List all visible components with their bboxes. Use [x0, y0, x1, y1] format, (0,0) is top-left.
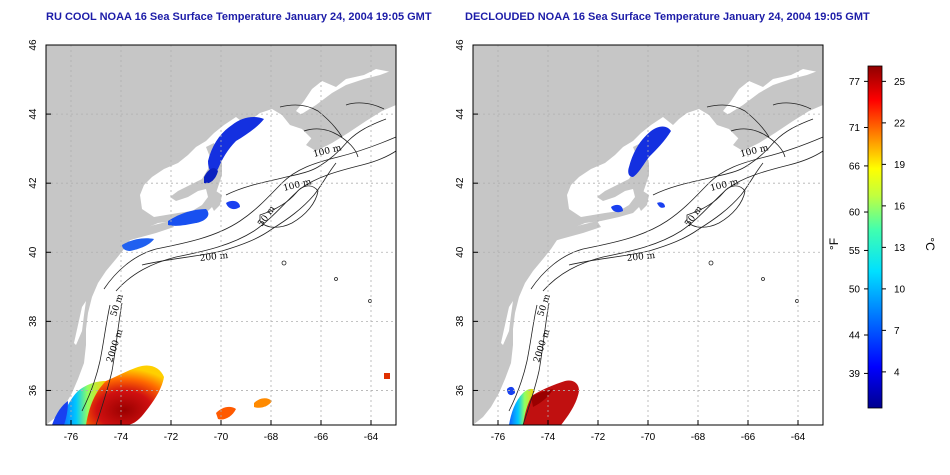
- lat-tick-label: 46: [455, 39, 466, 51]
- fahrenheit-tick-label: 71: [849, 123, 861, 134]
- right-map-title: DECLOUDED NOAA 16 Sea Surface Temperatur…: [465, 11, 870, 23]
- lon-tick-label: -72: [164, 432, 179, 443]
- lon-tick-label: -66: [741, 432, 756, 443]
- colorbar-gradient: [867, 65, 883, 409]
- celsius-tick-label: 13: [894, 243, 906, 254]
- axis-ticks: -76 -74 -72 -70 -68 -66 -64 46 44 42 40 38 36: [455, 39, 806, 443]
- fahrenheit-ticks: 77 71 66 60 55 50 44 39: [849, 77, 868, 380]
- cold-water-retrievals: [611, 126, 671, 213]
- celsius-tick-label: 10: [894, 284, 906, 295]
- lat-tick-label: 36: [455, 384, 466, 396]
- fahrenheit-tick-label: 50: [849, 284, 861, 295]
- lon-tick-label: -64: [791, 432, 806, 443]
- right-map-panel: 100 m 100 m 50 m 200 m 50 m 2000 m -76 -7…: [455, 39, 824, 443]
- celsius-tick-label: 7: [894, 326, 900, 337]
- fahrenheit-tick-label: 77: [849, 77, 861, 88]
- celsius-ticks: 25 22 19 16 13 10 7 4: [882, 77, 906, 378]
- lat-lon-grid: [46, 44, 396, 425]
- lon-tick-label: -68: [264, 432, 279, 443]
- celsius-tick-label: 16: [894, 201, 906, 212]
- lat-tick-label: 42: [455, 177, 466, 189]
- celsius-tick-label: 25: [894, 77, 906, 88]
- lon-tick-label: -76: [491, 432, 506, 443]
- lon-tick-label: -66: [314, 432, 329, 443]
- contour-label-200m: 200 m: [626, 251, 656, 264]
- lat-tick-label: 36: [28, 384, 39, 396]
- gulf-stream-retrievals: [507, 380, 579, 425]
- fahrenheit-tick-label: 39: [849, 369, 861, 380]
- axis-ticks: -76 -74 -72 -70 -68 -66 -64 46 44 42 40 38 36: [28, 39, 379, 443]
- lon-tick-label: -74: [114, 432, 129, 443]
- lon-tick-label: -72: [591, 432, 606, 443]
- lon-tick-label: -70: [214, 432, 229, 443]
- lon-tick-label: -74: [541, 432, 556, 443]
- celsius-tick-label: 4: [894, 367, 900, 378]
- left-map-panel: 100 m 100 m 50 m 200 m 50 m 2000 m -76 -7…: [28, 39, 397, 443]
- left-map-title: RU COOL NOAA 16 Sea Surface Temperature …: [46, 11, 432, 23]
- lat-tick-label: 42: [28, 177, 39, 189]
- lat-tick-label: 44: [455, 108, 466, 120]
- celsius-tick-label: 22: [894, 118, 906, 129]
- lat-tick-label: 40: [28, 246, 39, 258]
- celsius-tick-label: 19: [894, 160, 906, 171]
- fahrenheit-tick-label: 60: [849, 208, 861, 219]
- lat-tick-label: 38: [28, 315, 39, 327]
- celsius-unit-label: °C: [923, 237, 937, 251]
- lon-tick-label: -70: [641, 432, 656, 443]
- lon-tick-label: -68: [691, 432, 706, 443]
- fahrenheit-unit-label: °F: [827, 238, 841, 250]
- lat-tick-label: 40: [455, 246, 466, 258]
- lon-tick-label: -64: [364, 432, 379, 443]
- fahrenheit-tick-label: 44: [849, 330, 861, 341]
- contour-label-200m: 200 m: [199, 251, 229, 264]
- colorbar: 77 71 66 60 55 50 44 39 25 22 19 16 13 10 7 4 °F °C: [827, 65, 937, 409]
- lat-tick-label: 46: [28, 39, 39, 51]
- fahrenheit-tick-label: 55: [849, 246, 861, 257]
- lat-tick-label: 38: [455, 315, 466, 327]
- fahrenheit-tick-label: 66: [849, 161, 861, 172]
- lat-tick-label: 44: [28, 108, 39, 120]
- cold-water-retrievals: [122, 117, 264, 251]
- lon-tick-label: -76: [64, 432, 79, 443]
